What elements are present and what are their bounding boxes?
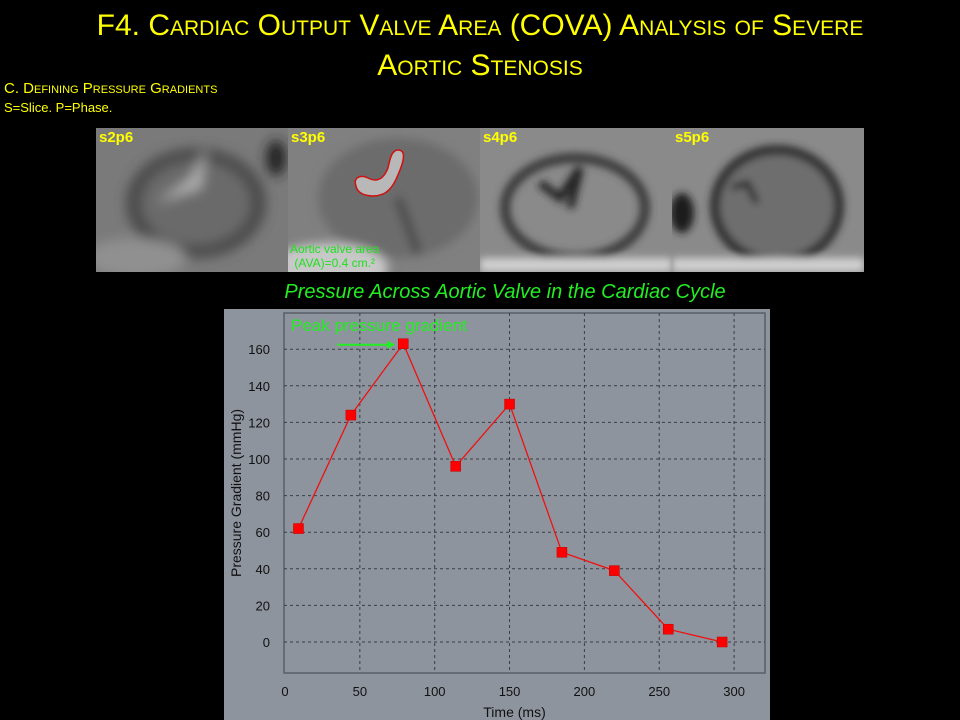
data-point bbox=[504, 398, 515, 410]
y-axis-label: Pressure Gradient (mmHg) bbox=[228, 409, 244, 577]
chart-plot: 0 50 100 150 200 250 300 0 20 40 60 80 100 120 140 160 T… bbox=[228, 312, 766, 720]
mri-image bbox=[288, 128, 480, 272]
legend-note: S=Slice. P=Phase. bbox=[4, 100, 113, 115]
chart-title: Pressure Across Aortic Valve in the Card… bbox=[284, 281, 726, 303]
mri-slice-s4p6: s4p6 bbox=[480, 128, 672, 272]
slice-label: s2p6 bbox=[99, 129, 134, 146]
data-point bbox=[556, 547, 568, 558]
data-point bbox=[345, 409, 357, 421]
y-tick-label: 60 bbox=[256, 525, 270, 540]
slice-label: s4p6 bbox=[483, 129, 518, 146]
x-tick-label: 50 bbox=[353, 684, 367, 699]
data-point bbox=[398, 338, 409, 349]
mri-image-strip: s2p6 s3p6 Aortic valve area (AVA)=0.4 cm… bbox=[96, 128, 864, 272]
mri-image bbox=[672, 128, 864, 272]
y-tick-label: 80 bbox=[256, 489, 270, 504]
slice-label: s5p6 bbox=[675, 129, 710, 146]
x-tick-label: 200 bbox=[574, 684, 596, 699]
y-tick-label: 100 bbox=[248, 452, 270, 467]
data-point bbox=[609, 565, 620, 576]
x-tick-label: 100 bbox=[424, 684, 446, 699]
valve-contour bbox=[354, 149, 405, 197]
x-tick-label: 250 bbox=[648, 684, 670, 699]
mri-image bbox=[480, 128, 672, 272]
data-point bbox=[293, 523, 304, 534]
x-axis-label: Time (ms) bbox=[483, 704, 545, 720]
y-tick-label: 40 bbox=[256, 562, 270, 577]
title-line-2: Aortic Stenosis bbox=[377, 49, 583, 82]
y-tick-label: 20 bbox=[256, 598, 270, 613]
x-tick-label: 300 bbox=[723, 684, 745, 699]
section-heading: C. Defining Pressure Gradients bbox=[4, 80, 218, 97]
slide-title: F4. Cardiac Output Valve Area (COVA) Ana… bbox=[0, 6, 960, 86]
mri-slice-s5p6: s5p6 bbox=[672, 128, 864, 272]
title-line-1: F4. Cardiac Output Valve Area (COVA) Ana… bbox=[96, 9, 864, 42]
mri-image bbox=[96, 128, 288, 272]
mri-slice-s3p6: s3p6 Aortic valve area (AVA)=0.4 cm.² bbox=[288, 128, 480, 272]
data-point bbox=[450, 461, 461, 472]
mri-slice-s2p6: s2p6 bbox=[96, 128, 288, 272]
y-tick-label: 0 bbox=[263, 635, 270, 650]
y-tick-label: 140 bbox=[248, 379, 270, 394]
data-point bbox=[662, 623, 674, 635]
plot-frame bbox=[283, 312, 766, 674]
y-tick-label: 120 bbox=[248, 415, 270, 430]
ava-annotation: Aortic valve area (AVA)=0.4 cm.² bbox=[290, 242, 380, 270]
peak-annotation-text: Peak pressure gradient bbox=[291, 316, 467, 335]
slice-label: s3p6 bbox=[291, 129, 326, 146]
pressure-chart: 0 50 100 150 200 250 300 0 20 40 60 80 100 120 140 160 T… bbox=[224, 309, 770, 720]
x-tick-label: 150 bbox=[499, 684, 521, 699]
x-tick-label: 0 bbox=[281, 684, 288, 699]
y-tick-label: 160 bbox=[248, 342, 270, 357]
data-point bbox=[716, 636, 728, 648]
